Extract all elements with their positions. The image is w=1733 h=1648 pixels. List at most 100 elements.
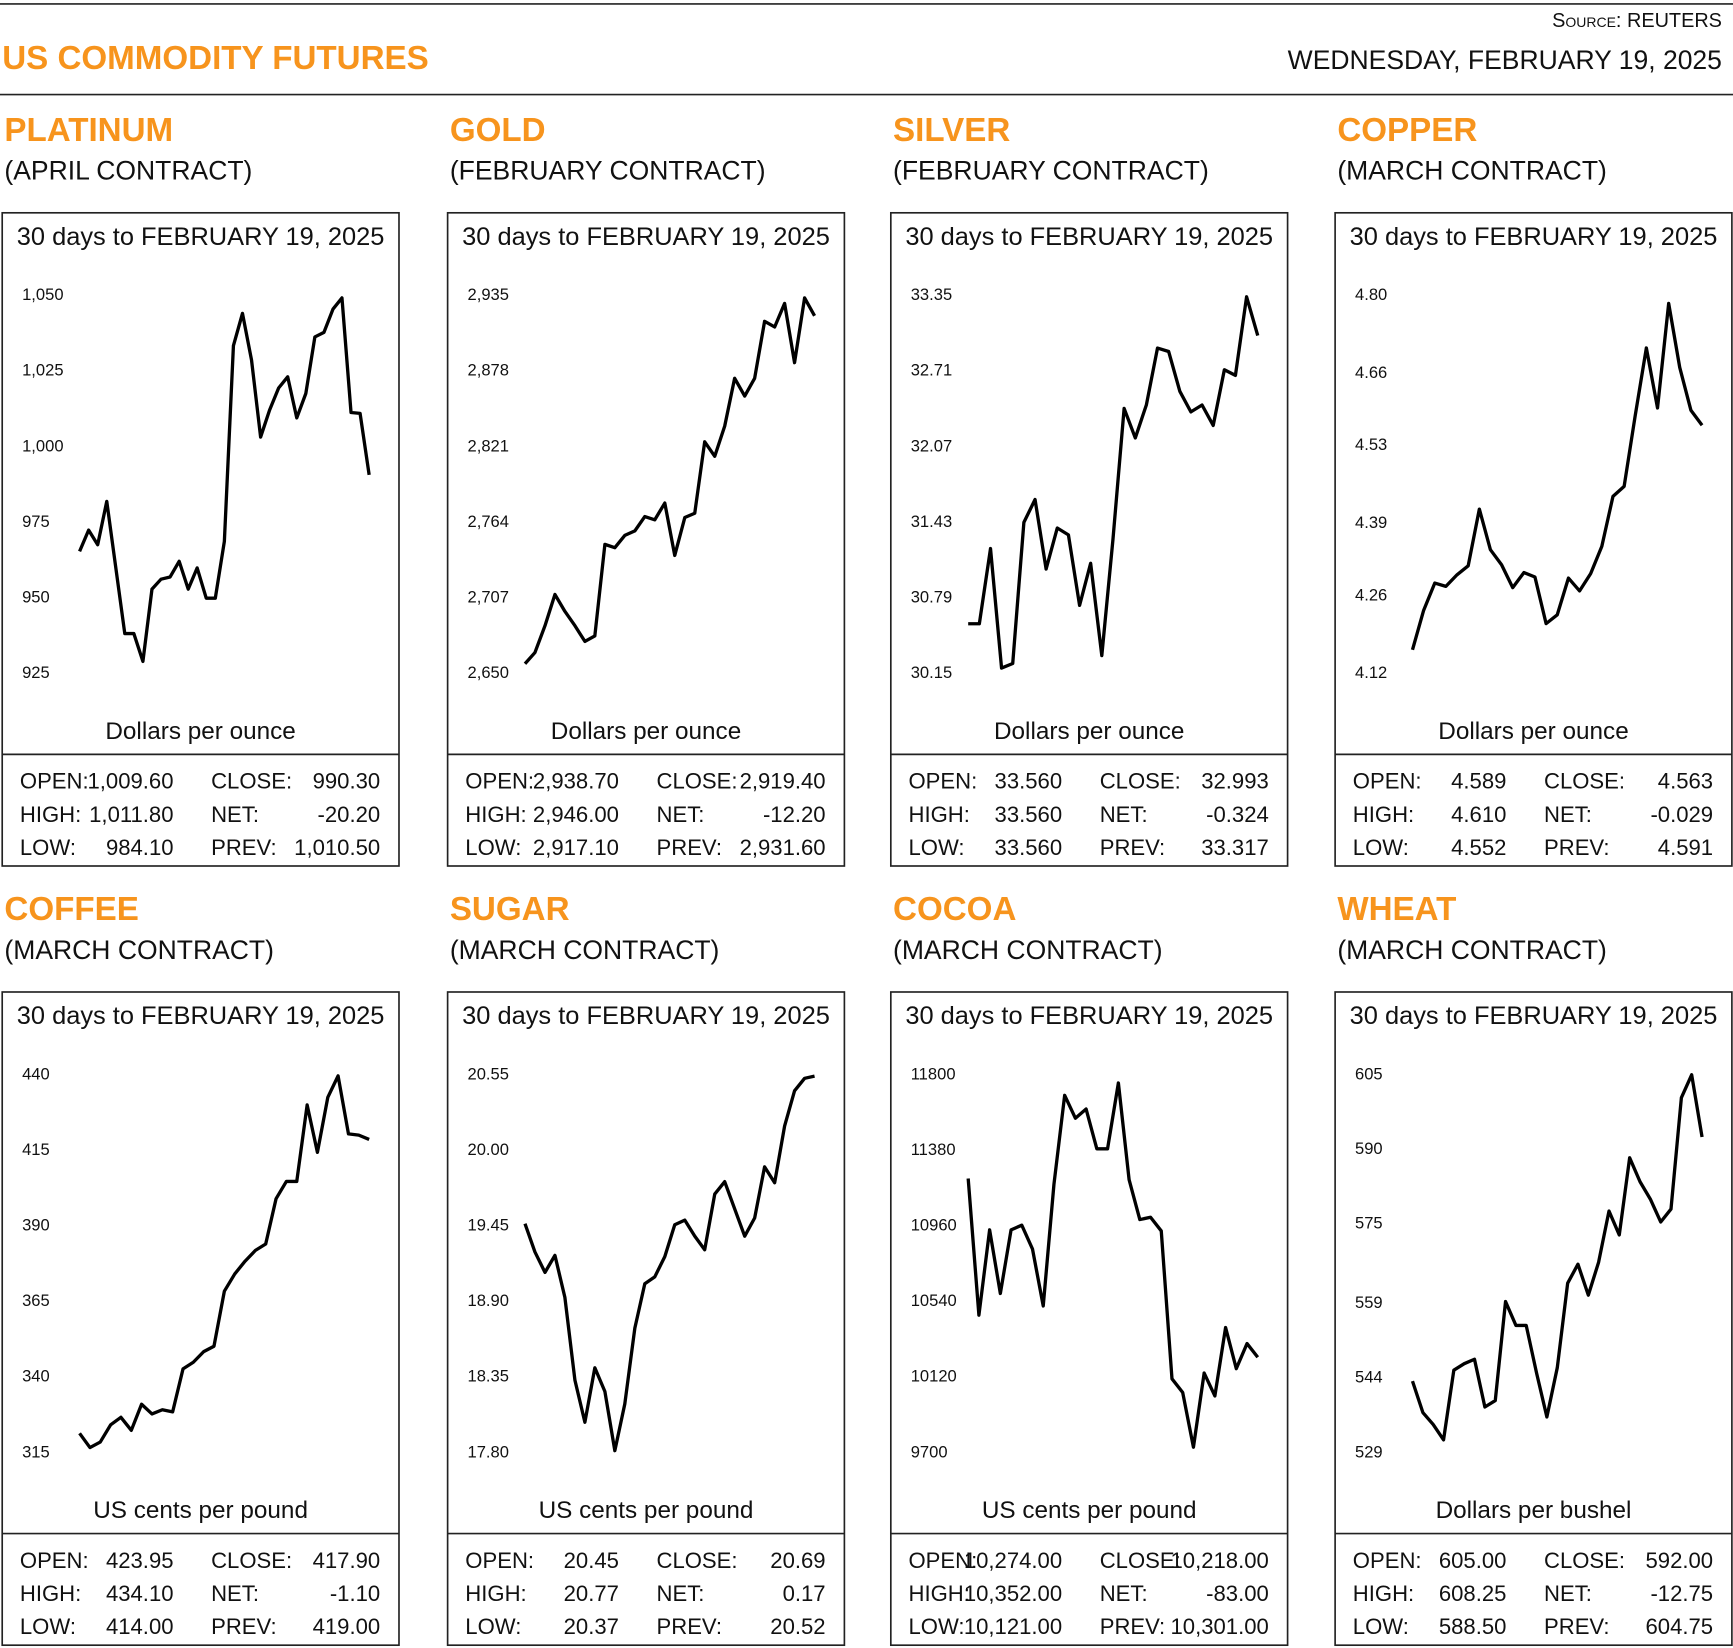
stat-label: LOW: [1353, 835, 1409, 860]
stat-value: 33.317 [1201, 835, 1269, 860]
stat-label: PREV: [1544, 835, 1609, 860]
stat-label: LOW: [465, 1614, 521, 1639]
stat-value: 434.10 [106, 1581, 174, 1606]
stat-label: CLOSE: [211, 769, 292, 794]
y-tick-label: 2,821 [468, 436, 509, 455]
stat-label: CLOSE: [1544, 769, 1625, 794]
period-label: 30 days to FEBRUARY 19, 2025 [17, 223, 385, 251]
commodity-name: PLATINUM [4, 112, 173, 149]
stat-label: OPEN: [465, 1548, 534, 1573]
stat-label: HIGH: [465, 802, 526, 827]
stat-value: -0.029 [1650, 802, 1713, 827]
contract: (MARCH CONTRACT) [1337, 935, 1607, 965]
contract: (MARCH CONTRACT) [1337, 156, 1607, 186]
stat-value: -12.75 [1650, 1581, 1713, 1606]
stat-value: 20.77 [564, 1581, 619, 1606]
stat-label: PREV: [1544, 1614, 1609, 1639]
price-line [523, 1074, 815, 1453]
stat-label: LOW: [20, 835, 76, 860]
y-tick-label: 2,764 [468, 512, 509, 531]
y-tick-label: 10960 [911, 1216, 957, 1235]
y-tick-label: 975 [22, 512, 50, 531]
stat-value: 4.610 [1451, 802, 1506, 827]
source: Source: REUTERS [1552, 10, 1722, 32]
stat-label: CLOSE: [657, 1548, 738, 1573]
stat-label: PREV: [1100, 1614, 1165, 1639]
price-line [523, 296, 817, 665]
stat-label: CLOSE: [657, 769, 738, 794]
stat-label: NET: [1544, 802, 1592, 827]
stat-label: OPEN: [908, 1548, 977, 1573]
stat-label: PREV: [1100, 835, 1165, 860]
stat-label: NET: [211, 802, 259, 827]
y-tick-label: 2,935 [468, 285, 509, 304]
stat-label: CLOSE: [211, 1548, 292, 1573]
contract: (FEBRUARY CONTRACT) [450, 156, 766, 186]
y-tick-label: 605 [1355, 1064, 1383, 1083]
stat-value: 20.69 [770, 1548, 825, 1573]
stat-value: 984.10 [106, 835, 174, 860]
period-label: 30 days to FEBRUARY 19, 2025 [1350, 1002, 1718, 1030]
stat-value: 423.95 [106, 1548, 174, 1573]
contract: (APRIL CONTRACT) [4, 156, 252, 186]
y-tick-label: 390 [22, 1216, 50, 1235]
y-tick-label: 4.26 [1355, 585, 1387, 604]
y-tick-label: 4.80 [1355, 285, 1387, 304]
y-tick-label: 950 [22, 588, 50, 607]
stat-value: -0.324 [1206, 802, 1269, 827]
unit-label: US cents per pound [93, 1497, 308, 1524]
stat-label: LOW: [908, 835, 964, 860]
stat-value: -20.20 [318, 802, 381, 827]
y-tick-label: 2,650 [468, 663, 509, 682]
unit-label: Dollars per ounce [105, 718, 295, 745]
stat-value: 33.560 [995, 802, 1063, 827]
y-tick-label: 1,000 [22, 436, 63, 455]
stat-label: OPEN: [20, 769, 89, 794]
stat-value: 417.90 [313, 1548, 381, 1573]
stat-value: 4.589 [1451, 769, 1506, 794]
stat-label: CLOSE: [1544, 1548, 1625, 1573]
stat-label: CLOSE: [1100, 1548, 1181, 1573]
y-tick-label: 4.12 [1355, 663, 1387, 682]
stat-label: LOW: [465, 835, 521, 860]
stat-value: 20.37 [564, 1614, 619, 1639]
stat-label: NET: [1100, 802, 1148, 827]
stat-value: 608.25 [1439, 1581, 1507, 1606]
stat-value: -83.00 [1206, 1581, 1269, 1606]
stat-value: 10,352.00 [964, 1581, 1062, 1606]
stat-value: 10,301.00 [1171, 1614, 1269, 1639]
stat-label: OPEN: [465, 769, 534, 794]
stat-value: 592.00 [1646, 1548, 1714, 1573]
stat-value: 20.52 [770, 1614, 825, 1639]
stat-value: 2,946.00 [533, 802, 619, 827]
stat-value: 4.591 [1658, 835, 1713, 860]
y-tick-label: 529 [1355, 1442, 1383, 1461]
stat-label: HIGH: [908, 1581, 969, 1606]
unit-label: US cents per pound [539, 1497, 754, 1524]
stat-label: HIGH: [465, 1581, 526, 1606]
stat-value: 10,121.00 [964, 1614, 1062, 1639]
contract: (MARCH CONTRACT) [450, 935, 720, 965]
y-tick-label: 30.79 [911, 588, 952, 607]
y-tick-label: 1,050 [22, 285, 63, 304]
y-tick-label: 315 [22, 1442, 50, 1461]
stat-value: 0.17 [783, 1581, 826, 1606]
stat-value: 32.993 [1201, 769, 1269, 794]
commodity-name: GOLD [450, 112, 546, 149]
stat-label: HIGH: [1353, 802, 1414, 827]
panel [1, 991, 400, 1647]
stat-value: -12.20 [763, 802, 826, 827]
price-line [78, 1074, 370, 1450]
y-tick-label: 440 [22, 1064, 50, 1083]
y-tick-label: 415 [22, 1140, 50, 1159]
panel [889, 211, 1289, 867]
commodity-name: WHEAT [1337, 891, 1456, 928]
stat-label: LOW: [20, 1614, 76, 1639]
stat-label: NET: [1100, 1581, 1148, 1606]
contract: (MARCH CONTRACT) [4, 935, 274, 965]
panel [446, 211, 846, 867]
panel [1334, 991, 1733, 1647]
panel [1, 211, 400, 867]
stat-value: 33.560 [995, 769, 1063, 794]
stat-value: 1,011.80 [89, 802, 173, 827]
